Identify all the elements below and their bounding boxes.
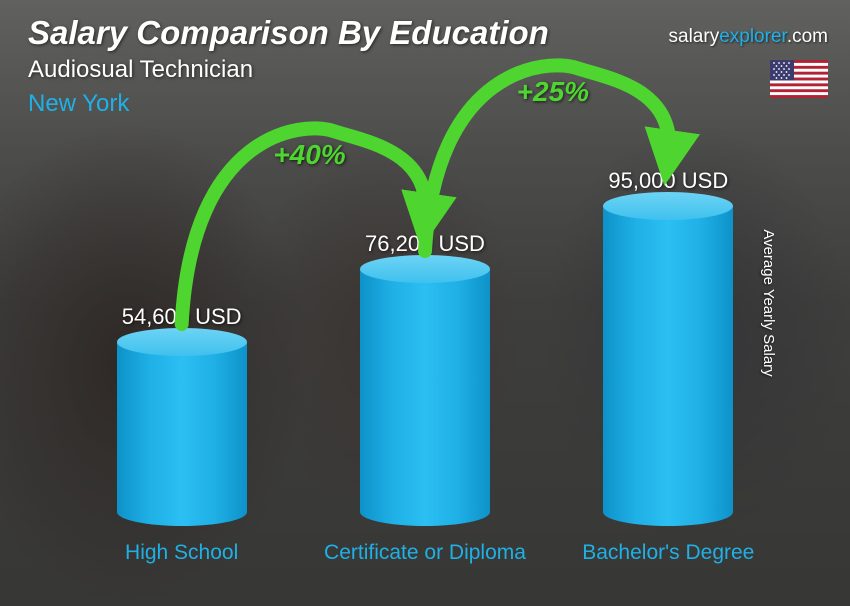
brand-watermark: salaryexplorer.com [669, 26, 828, 48]
growth-percentage: +40% [273, 139, 345, 171]
bar-3d [603, 206, 733, 526]
location-label: New York [28, 90, 129, 118]
growth-percentage: +25% [517, 76, 589, 108]
chart-container: Salary Comparison By Education Audiosual… [0, 0, 850, 606]
bar-top-ellipse [117, 328, 247, 356]
bar-front [603, 206, 733, 526]
brand-prefix: salary [669, 26, 720, 47]
bar-group: 54,600 USDHigh School [82, 304, 282, 526]
bar-front [360, 269, 490, 526]
brand-mid: explorer [719, 26, 787, 47]
bar-group: 95,000 USDBachelor's Degree [568, 168, 768, 526]
bar-value: 76,200 USD [365, 231, 485, 257]
page-title: Salary Comparison By Education [28, 14, 549, 52]
brand-suffix: .com [787, 26, 828, 47]
bar-value: 54,600 USD [122, 304, 242, 330]
bar-category-label: Bachelor's Degree [558, 540, 778, 565]
bar-category-label: Certificate or Diploma [315, 540, 535, 565]
bar-3d [360, 269, 490, 526]
flag-icon [770, 60, 828, 98]
bar-category-label: High School [72, 540, 292, 565]
bar-top-ellipse [360, 255, 490, 283]
bars-row: 54,600 USDHigh School76,200 USDCertifica… [60, 166, 790, 526]
bar-top-ellipse [603, 192, 733, 220]
bar-3d [117, 342, 247, 526]
bar-group: 76,200 USDCertificate or Diploma [325, 231, 525, 526]
bar-value: 95,000 USD [608, 168, 728, 194]
job-subtitle: Audiosual Technician [28, 56, 253, 84]
bar-chart: 54,600 USDHigh School76,200 USDCertifica… [60, 130, 790, 586]
bar-front [117, 342, 247, 526]
